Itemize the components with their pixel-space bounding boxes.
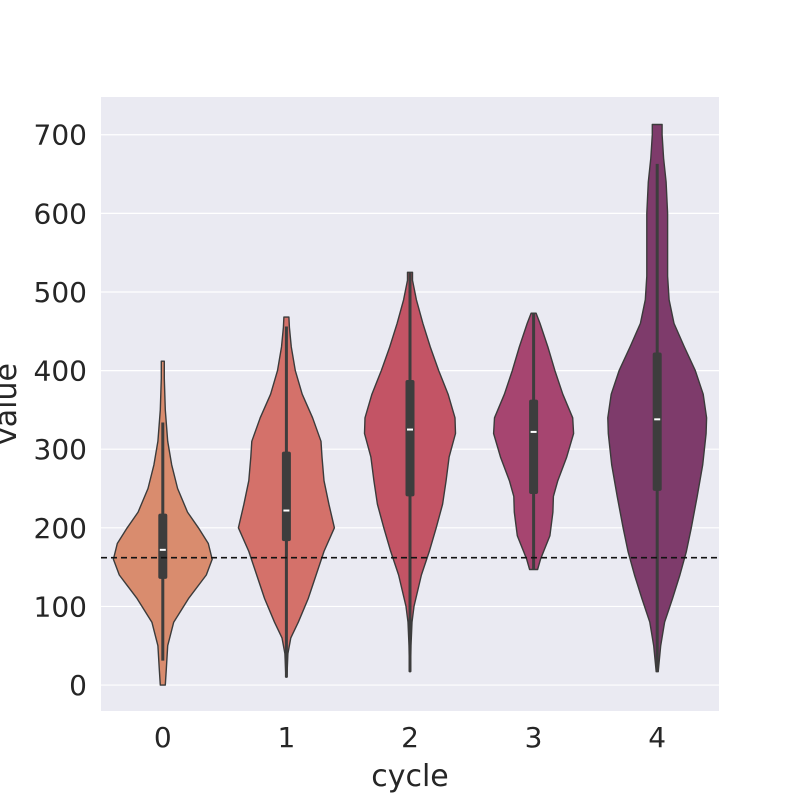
iqr-box (652, 352, 662, 491)
iqr-box (158, 513, 168, 579)
iqr-box (529, 399, 539, 495)
x-tick-label: 1 (277, 721, 295, 754)
violin-3 (492, 312, 575, 571)
y-tick-label: 700 (34, 119, 87, 152)
iqr-box (405, 380, 415, 497)
x-tick-labels: 0 1 2 3 4 (154, 721, 666, 754)
y-tick-label: 600 (34, 197, 87, 230)
y-tick-labels: 0 100 200 300 400 500 600 700 (34, 119, 87, 702)
x-axis-label: cycle (371, 759, 449, 794)
y-axis-label: value (0, 363, 24, 445)
y-tick-label: 500 (34, 276, 87, 309)
violins (112, 123, 708, 686)
x-tick-label: 0 (154, 721, 172, 754)
x-tick-label: 4 (648, 721, 666, 754)
y-tick-label: 400 (34, 355, 87, 388)
y-tick-label: 0 (69, 669, 87, 702)
x-tick-label: 3 (525, 721, 543, 754)
y-tick-label: 300 (34, 433, 87, 466)
violin-0 (112, 360, 213, 686)
violin-2 (363, 271, 457, 673)
violin-4 (607, 123, 708, 673)
violin-1 (237, 316, 336, 678)
y-tick-label: 200 (34, 512, 87, 545)
iqr-box (281, 451, 291, 542)
y-tick-label: 100 (34, 590, 87, 623)
x-tick-label: 2 (401, 721, 419, 754)
